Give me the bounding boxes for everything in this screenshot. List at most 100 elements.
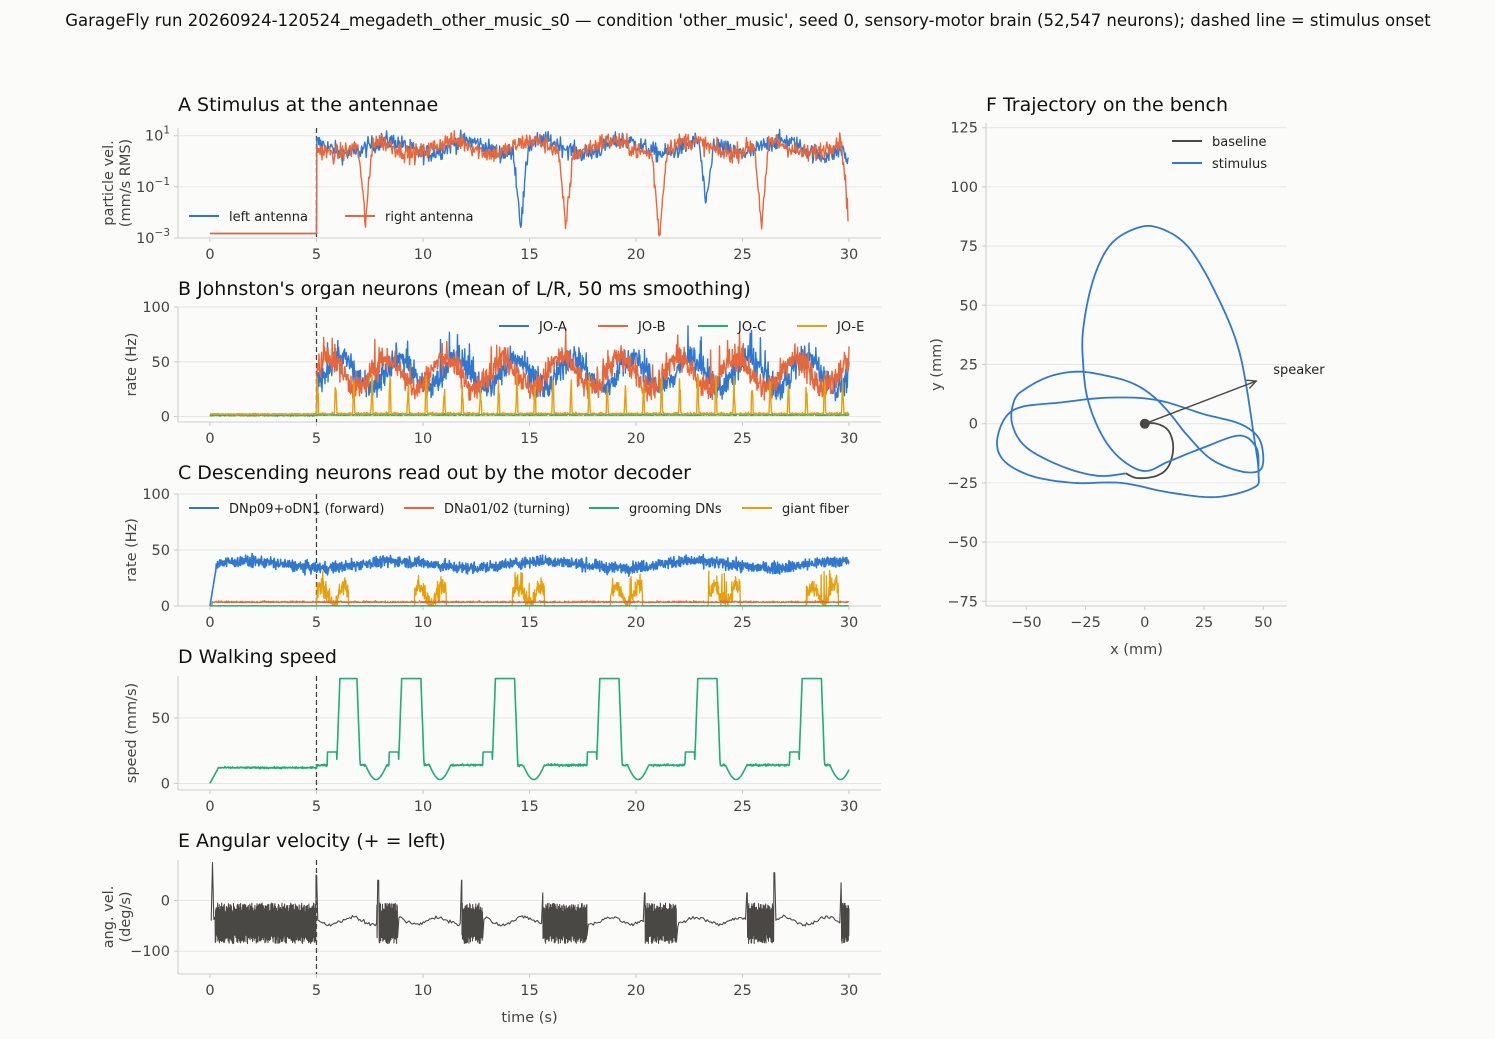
series-line-JO-E: [209, 374, 850, 416]
y-tick-label: 0: [161, 894, 170, 910]
y-tick-label: 50: [960, 298, 978, 314]
x-tick-label: 15: [520, 247, 538, 263]
x-tick-label: 30: [840, 983, 858, 999]
y-axis-label: (deg/s): [118, 891, 134, 942]
y-axis-label: rate (Hz): [124, 518, 140, 582]
legend-label: stimulus: [1212, 157, 1267, 172]
x-tick-label: 25: [733, 983, 751, 999]
y-tick-base: 10: [136, 180, 154, 196]
series-line-speed: [209, 677, 850, 784]
x-tick-label: 50: [1254, 615, 1272, 631]
y-tick-label: −25: [947, 476, 978, 492]
x-tick-label: 30: [840, 615, 858, 631]
speaker-label: speaker: [1273, 363, 1325, 378]
x-tick-label: 15: [520, 615, 538, 631]
x-tick-label: 10: [414, 247, 432, 263]
x-tick-label: 15: [520, 799, 538, 815]
legend-label: DNa01/02 (turning): [444, 502, 570, 517]
y-axis-label: speed (mm/s): [124, 683, 140, 783]
panel-C: C Descending neurons read out by the mot…: [124, 462, 881, 631]
series-line-angular-velocity: [210, 861, 850, 945]
series-line-DNa01-02-turning-: [209, 599, 850, 607]
x-tick-label: 30: [840, 799, 858, 815]
y-axis-label: rate (Hz): [124, 333, 140, 397]
figure-title: GarageFly run 20260924-120524_megadeth_o…: [65, 11, 1431, 31]
series-line-left-antenna: [210, 128, 849, 235]
x-tick-label: 25: [1195, 615, 1213, 631]
y-tick-label: 125: [950, 121, 978, 137]
x-tick-label: 5: [312, 615, 321, 631]
y-axis-label: ang. vel.: [101, 886, 117, 949]
y-tick-label: 25: [960, 358, 978, 374]
y-tick-label: 100: [950, 180, 978, 196]
y-axis-label: particle vel.: [101, 140, 117, 225]
x-tick-label: 20: [627, 615, 645, 631]
legend-label: DNp09+oDN1 (forward): [229, 502, 385, 517]
panel-title: F Trajectory on the bench: [986, 94, 1228, 116]
y-tick-label: −100: [130, 944, 170, 960]
panel-title: C Descending neurons read out by the mot…: [178, 462, 691, 484]
x-tick-label: 25: [733, 799, 751, 815]
x-tick-label: 15: [520, 431, 538, 447]
panel-D: D Walking speed 0 50 0 5 10 15 20 25 30 speed (mm/…: [124, 646, 881, 815]
trajectory-stimulus: [996, 225, 1265, 499]
x-tick-label: 10: [414, 431, 432, 447]
panel-E: E Angular velocity (+ = left) 0 −100 0 5 10 15…: [101, 830, 881, 1026]
x-tick-label: 5: [312, 247, 321, 263]
series-line-giant-fiber: [209, 569, 850, 607]
legend-label: JO-E: [836, 320, 864, 335]
y-tick-label: −75: [947, 594, 978, 610]
x-tick-label: 0: [205, 983, 214, 999]
y-tick-label: 75: [960, 239, 978, 255]
x-tick-label: 5: [312, 431, 321, 447]
x-tick-label: −50: [1011, 615, 1042, 631]
x-tick-label: 0: [205, 431, 214, 447]
panel-title: A Stimulus at the antennae: [178, 94, 438, 116]
x-tick-label: 10: [414, 983, 432, 999]
y-tick-label: 0: [161, 776, 170, 792]
x-tick-label: 25: [733, 247, 751, 263]
legend-label: right antenna: [385, 210, 473, 225]
panel-title: D Walking speed: [178, 646, 337, 668]
panel-title: B Johnston's organ neurons (mean of L/R,…: [178, 278, 751, 300]
series-line-JO-C: [209, 412, 850, 417]
y-axis-label: y (mm): [929, 338, 945, 391]
x-axis-label: time (s): [501, 1010, 557, 1026]
x-tick-label: 5: [312, 983, 321, 999]
y-tick-base: 10: [136, 231, 154, 247]
trajectory-baseline: [1125, 422, 1175, 480]
y-tick-label: 50: [152, 711, 170, 727]
legend-label: grooming DNs: [629, 502, 722, 517]
legend-label: JO-B: [637, 320, 666, 335]
x-tick-label: 20: [627, 983, 645, 999]
x-tick-label: 30: [840, 431, 858, 447]
x-tick-label: 20: [627, 431, 645, 447]
legend-label: JO-A: [538, 320, 567, 335]
speaker-arrow: [1144, 380, 1257, 425]
series-line-right-antenna: [210, 130, 849, 237]
y-tick-label: 50: [152, 543, 170, 559]
y-axis-label: (mm/s RMS): [118, 139, 134, 227]
legend-label: baseline: [1212, 135, 1266, 150]
x-tick-label: 0: [1140, 615, 1149, 631]
y-tick-base: 10: [145, 129, 163, 145]
y-tick-label: 10−1: [136, 176, 170, 196]
y-tick-label: 101: [145, 125, 170, 145]
legend-label: JO-C: [737, 320, 766, 335]
speaker-arrow-head: [1246, 379, 1258, 389]
x-tick-label: 25: [733, 615, 751, 631]
y-tick-label: 0: [161, 410, 170, 426]
x-tick-label: 30: [840, 247, 858, 263]
x-axis-label: x (mm): [1110, 642, 1163, 658]
x-tick-label: 25: [733, 431, 751, 447]
y-tick-exponent: −3: [155, 227, 170, 239]
panel-B: B Johnston's organ neurons (mean of L/R,…: [124, 278, 881, 447]
x-tick-label: 5: [312, 799, 321, 815]
x-tick-label: 10: [414, 799, 432, 815]
x-tick-label: 0: [205, 247, 214, 263]
x-tick-label: 15: [520, 983, 538, 999]
series-line-grooming-DNs: [209, 604, 850, 607]
